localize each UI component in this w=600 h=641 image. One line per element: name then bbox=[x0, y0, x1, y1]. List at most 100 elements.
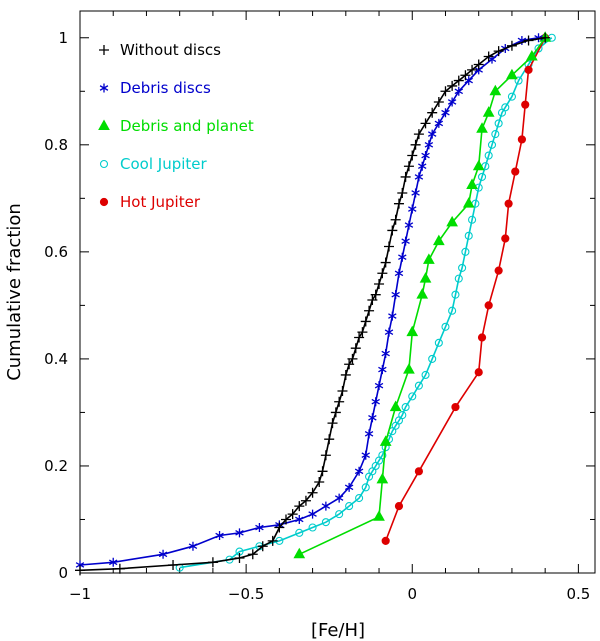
data-point-hot-jupiter bbox=[504, 199, 513, 208]
data-point-cool-jupiter bbox=[398, 411, 407, 420]
data-point-hot-jupiter bbox=[394, 501, 404, 511]
data-point-cool-jupiter bbox=[335, 510, 344, 519]
data-point-without-discs bbox=[364, 305, 375, 316]
data-point-hot-jupiter bbox=[474, 368, 483, 377]
data-point-without-discs bbox=[314, 477, 325, 488]
data-point-without-discs bbox=[287, 509, 298, 520]
data-point-without-discs bbox=[257, 541, 268, 552]
data-point-debris-and-planet bbox=[379, 435, 392, 446]
data-point-without-discs bbox=[274, 522, 285, 533]
legend-marker-hot-jupiter bbox=[99, 197, 109, 207]
data-point-cool-jupiter bbox=[494, 119, 503, 128]
data-point-debris-discs bbox=[381, 349, 390, 359]
data-point-without-discs bbox=[447, 80, 458, 91]
data-point-without-discs bbox=[324, 434, 335, 445]
data-point-cool-jupiter bbox=[464, 231, 473, 240]
y-tick-label: 0.8 bbox=[44, 136, 68, 154]
data-point-debris-discs bbox=[424, 140, 434, 150]
data-point-debris-and-planet bbox=[489, 84, 502, 96]
data-point-debris-discs bbox=[441, 108, 450, 118]
data-point-cool-jupiter bbox=[401, 403, 410, 412]
data-point-without-discs bbox=[357, 327, 368, 338]
data-point-debris-and-planet bbox=[482, 106, 495, 117]
data-point-without-discs bbox=[347, 353, 358, 364]
data-point-debris-discs bbox=[334, 493, 344, 503]
data-point-without-discs bbox=[506, 40, 517, 51]
data-point-without-discs bbox=[380, 257, 391, 268]
data-point-without-discs bbox=[320, 450, 331, 461]
legend-label-hot-jupiter: Hot Jupiter bbox=[120, 193, 201, 211]
data-point-debris-discs bbox=[421, 151, 430, 161]
data-point-debris-discs bbox=[308, 509, 317, 519]
data-point-cool-jupiter bbox=[448, 306, 457, 315]
y-axis-label: Cumulative fraction bbox=[4, 203, 25, 381]
data-point-hot-jupiter bbox=[484, 301, 493, 310]
data-point-debris-discs bbox=[295, 514, 304, 524]
data-point-debris-discs bbox=[464, 76, 473, 86]
data-point-debris-and-planet bbox=[406, 325, 419, 337]
x-tick-label: −1 bbox=[69, 585, 91, 603]
data-point-without-discs bbox=[427, 107, 438, 118]
data-point-debris-discs bbox=[388, 311, 397, 321]
data-point-debris-discs bbox=[215, 531, 224, 541]
data-point-hot-jupiter bbox=[477, 333, 487, 342]
data-point-debris-and-planet bbox=[432, 234, 445, 246]
x-tick-label: 0.5 bbox=[566, 585, 590, 603]
data-point-debris-and-planet bbox=[476, 122, 488, 133]
data-point-without-discs bbox=[400, 171, 411, 182]
data-point-hot-jupiter bbox=[494, 266, 503, 275]
series-line-hot-jupiter bbox=[384, 37, 546, 542]
data-point-debris-and-planet bbox=[506, 68, 518, 80]
data-point-debris-and-planet bbox=[526, 49, 538, 61]
data-point-debris-discs bbox=[108, 557, 118, 567]
data-point-cool-jupiter bbox=[345, 502, 354, 511]
data-point-without-discs bbox=[374, 278, 385, 289]
data-point-without-discs bbox=[467, 64, 478, 75]
data-point-without-discs bbox=[440, 86, 451, 97]
data-point-cool-jupiter bbox=[378, 451, 387, 460]
data-point-cool-jupiter bbox=[507, 92, 516, 101]
data-point-without-discs bbox=[350, 343, 361, 354]
data-point-debris-discs bbox=[235, 528, 244, 538]
data-point-hot-jupiter bbox=[414, 467, 424, 476]
legend-label-debris-and-planet: Debris and planet bbox=[120, 117, 254, 135]
data-point-debris-discs bbox=[378, 365, 387, 375]
data-point-cool-jupiter bbox=[454, 274, 463, 283]
data-point-without-discs bbox=[234, 553, 245, 564]
legend-marker-debris-discs bbox=[99, 83, 109, 93]
data-point-cool-jupiter bbox=[295, 528, 304, 537]
data-point-cool-jupiter bbox=[451, 290, 460, 299]
data-point-without-discs bbox=[493, 46, 504, 57]
data-point-debris-and-planet bbox=[389, 400, 402, 412]
data-point-hot-jupiter bbox=[381, 536, 390, 545]
data-point-without-discs bbox=[294, 501, 305, 512]
data-point-debris-discs bbox=[321, 501, 331, 511]
data-point-cool-jupiter bbox=[361, 483, 370, 492]
data-point-without-discs bbox=[114, 563, 125, 574]
data-point-without-discs bbox=[207, 557, 218, 568]
y-tick-label: 1 bbox=[58, 29, 68, 47]
plot-frame bbox=[79, 10, 596, 574]
y-tick-label: 0.2 bbox=[44, 457, 68, 475]
data-point-cool-jupiter bbox=[308, 523, 317, 532]
data-point-without-discs bbox=[413, 129, 424, 140]
x-axis-label: [Fe/H] bbox=[311, 620, 365, 641]
data-point-without-discs bbox=[410, 139, 421, 150]
series-debris-discs bbox=[75, 33, 543, 570]
data-point-debris-discs bbox=[408, 204, 417, 214]
data-point-without-discs bbox=[317, 466, 328, 477]
data-point-without-discs bbox=[330, 407, 341, 418]
data-point-hot-jupiter bbox=[521, 100, 530, 109]
data-point-without-discs bbox=[344, 359, 355, 370]
data-point-cool-jupiter bbox=[477, 172, 487, 181]
data-point-debris-discs bbox=[391, 290, 400, 300]
series-hot-jupiter bbox=[381, 33, 550, 545]
data-point-debris-discs bbox=[255, 523, 264, 533]
data-point-debris-discs bbox=[447, 97, 457, 107]
data-point-cool-jupiter bbox=[321, 518, 330, 527]
data-point-debris-discs bbox=[361, 450, 370, 460]
data-point-hot-jupiter bbox=[451, 402, 460, 412]
data-point-debris-discs bbox=[158, 549, 168, 559]
data-point-without-discs bbox=[307, 487, 318, 498]
